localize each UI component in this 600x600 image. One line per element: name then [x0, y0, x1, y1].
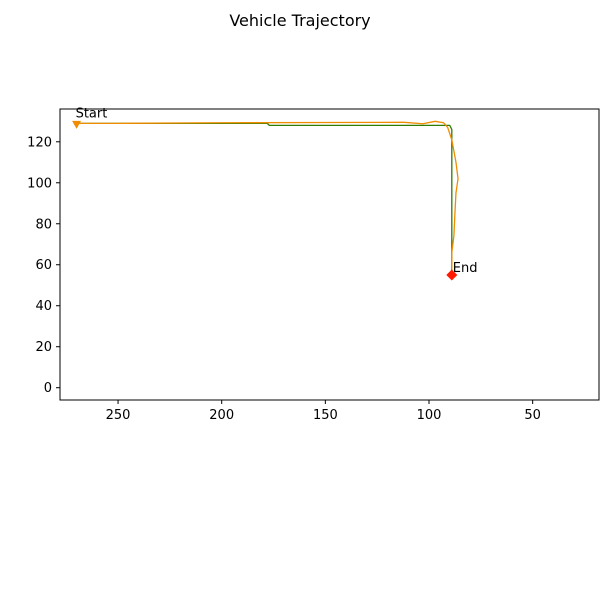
start-marker: [72, 120, 82, 129]
x-tick-label: 250: [106, 408, 131, 423]
chart-title: Vehicle Trajectory: [229, 11, 370, 30]
y-tick-label: 120: [27, 135, 52, 150]
end-label: End: [453, 261, 478, 276]
reference-path-line: [76, 122, 453, 271]
x-tick-label: 150: [313, 408, 338, 423]
y-tick-label: 0: [44, 381, 52, 396]
y-tick-label: 80: [35, 217, 52, 232]
x-tick-label: 200: [209, 408, 234, 423]
x-tick-label: 100: [417, 408, 442, 423]
y-tick-label: 20: [35, 340, 52, 355]
end-marker: [446, 269, 458, 281]
plot-frame: [59, 108, 600, 401]
y-tick-label: 40: [35, 299, 52, 314]
y-tick-label: 60: [35, 258, 52, 273]
actual-path-line: [76, 120, 459, 271]
start-label: Start: [76, 106, 108, 121]
y-tick-label: 100: [27, 176, 52, 191]
x-tick-label: 50: [524, 408, 541, 423]
